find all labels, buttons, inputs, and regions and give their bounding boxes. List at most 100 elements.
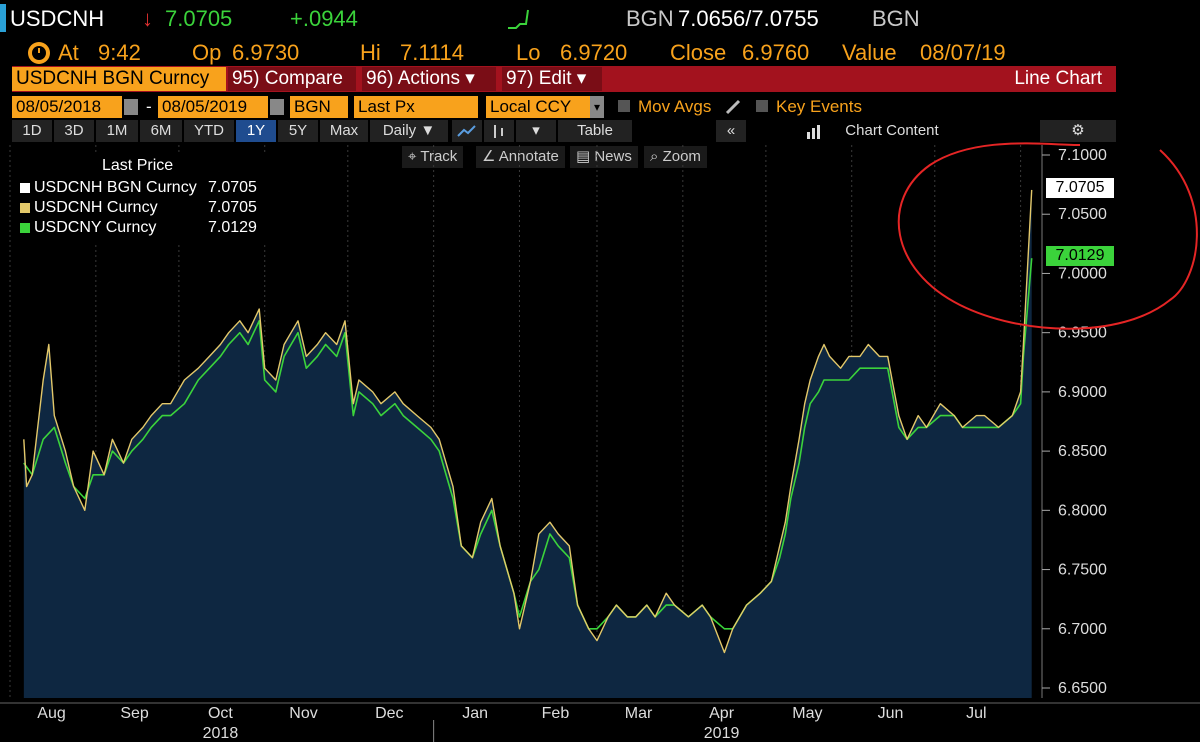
chart-type-label: Line Chart <box>1014 68 1102 89</box>
source-label-2: BGN <box>872 6 920 31</box>
price-change: +.0944 <box>290 6 358 31</box>
x-tick-label: Dec <box>375 705 403 722</box>
chart-content-icon <box>807 125 820 139</box>
start-date-input[interactable]: 08/05/2018 <box>12 96 122 118</box>
last-price: 7.0705 <box>165 6 233 31</box>
news-tool[interactable]: ▤ News <box>570 146 638 168</box>
currency-select[interactable]: Local CCY <box>486 96 590 118</box>
legend-title: Last Price <box>102 157 174 174</box>
annotate-icon: ∠ <box>482 148 499 165</box>
y-tick-label: 6.7000 <box>1058 621 1107 638</box>
tab-ytd[interactable]: YTD <box>184 120 234 142</box>
edit-menu[interactable]: 97) Edit ▾ <box>502 67 602 91</box>
tab-max[interactable]: Max <box>320 120 368 142</box>
tab-1y[interactable]: 1Y <box>236 120 276 142</box>
actions-menu[interactable]: 96) Actions ▾ <box>362 67 496 91</box>
calendar-icon[interactable] <box>124 99 138 115</box>
x-tick-label: Aug <box>37 705 65 722</box>
y-tick-label: 6.9000 <box>1058 384 1107 401</box>
open-label: Op <box>192 40 222 65</box>
time: 9:42 <box>98 40 141 65</box>
y-tick-label: 7.1000 <box>1058 147 1107 164</box>
end-date-input[interactable]: 08/05/2019 <box>158 96 268 118</box>
legend-swatch <box>20 202 30 213</box>
table-button[interactable]: Table <box>558 120 632 142</box>
legend-swatch <box>20 222 30 233</box>
legend-item[interactable]: USDCNH BGN Curncy <box>20 178 197 198</box>
track-tool[interactable]: ⌖ Track <box>402 146 464 168</box>
calendar-icon[interactable] <box>270 99 284 115</box>
close-label: Close <box>670 40 727 65</box>
high-value: 7.1114 <box>400 40 465 65</box>
x-tick-label: Nov <box>289 705 317 722</box>
price-chart[interactable]: 7.10007.05007.00006.95006.90006.85006.80… <box>0 140 1200 742</box>
x-tick-label: Jul <box>966 705 986 722</box>
source-input[interactable]: BGN <box>290 96 348 118</box>
y-tick-label: 7.0000 <box>1058 265 1107 282</box>
close-value: 6.9760 <box>742 40 810 65</box>
x-tick-label: May <box>792 705 822 722</box>
legend-value: 7.0129 <box>208 219 257 236</box>
ticker[interactable]: USDCNH <box>10 6 105 31</box>
bar-chart-icon[interactable] <box>484 120 514 142</box>
date-dash: - <box>146 97 152 116</box>
compare-button[interactable]: 95) Compare <box>228 67 356 91</box>
price-area <box>23 189 1032 698</box>
sparkline-icon <box>508 9 529 29</box>
pencil-icon[interactable] <box>724 98 742 116</box>
x-tick-label: Mar <box>625 705 653 722</box>
chart-content-button[interactable]: Chart Content <box>845 122 939 139</box>
value-date: 08/07/19 <box>920 40 1006 65</box>
x-tick-label: Jan <box>462 705 488 722</box>
x-tick-label: Sep <box>120 705 149 722</box>
mov-avgs-label: Mov Avgs <box>638 97 712 116</box>
search-icon: ⌕ <box>650 148 663 165</box>
zoom-tool[interactable]: ⌕ Zoom <box>644 146 707 168</box>
tab-5y[interactable]: 5Y <box>278 120 318 142</box>
period-select[interactable]: Daily ▼ <box>370 120 448 142</box>
tab-1d[interactable]: 1D <box>12 120 52 142</box>
clock-icon <box>28 42 50 64</box>
low-value: 6.9720 <box>560 40 628 65</box>
key-events-label: Key Events <box>776 97 862 116</box>
legend-item[interactable]: USDCNY Curncy <box>20 218 156 238</box>
mov-avgs-checkbox[interactable] <box>618 100 630 112</box>
chart-style-menu[interactable]: ▾ <box>516 120 556 142</box>
quote-stats: At 9:42 Op 6.9730 Hi 7.1114 Lo 6.9720 Cl… <box>0 36 1200 68</box>
open-value: 6.9730 <box>232 40 300 65</box>
legend-swatch <box>20 182 30 193</box>
annotate-tool[interactable]: ∠ Annotate <box>476 146 565 168</box>
x-year-label: 2018 <box>203 725 239 742</box>
y-tick-label: 6.7500 <box>1058 562 1107 579</box>
chevron-down-icon[interactable]: ▾ <box>590 96 604 118</box>
source-label: BGN <box>626 6 674 31</box>
down-arrow-icon: ↓ <box>142 6 153 31</box>
chart-legend: Last Price USDCNH BGN Curncy 7.0705 USDC… <box>12 152 270 244</box>
series-line-usdcnh <box>23 189 1033 654</box>
x-tick-label: Oct <box>208 705 233 722</box>
x-year-label: 2019 <box>704 725 740 742</box>
tab-3d[interactable]: 3D <box>54 120 94 142</box>
x-tick-label: Apr <box>709 705 735 722</box>
y-tick-label: 6.8500 <box>1058 443 1107 460</box>
legend-item[interactable]: USDCNH Curncy <box>20 198 158 218</box>
quote-header: USDCNH ↓ 7.0705 +.0944 BGN 7.0656/7.0755… <box>0 0 1200 36</box>
tab-6m[interactable]: 6M <box>140 120 182 142</box>
x-tick-label: Jun <box>878 705 904 722</box>
y-tick-label: 7.0500 <box>1058 206 1107 223</box>
key-events-checkbox[interactable] <box>756 100 768 112</box>
gear-icon[interactable]: ⚙ <box>1040 120 1116 142</box>
bid-ask: 7.0656/7.0755 <box>678 6 819 31</box>
tab-1m[interactable]: 1M <box>96 120 138 142</box>
legend-value: 7.0705 <box>208 179 257 196</box>
collapse-icon[interactable]: « <box>716 120 746 142</box>
security-field[interactable]: USDCNH BGN Curncy <box>12 67 226 91</box>
x-tick-label: Feb <box>542 705 570 722</box>
ticker-marker <box>0 4 6 32</box>
line-chart-icon[interactable] <box>452 120 482 142</box>
at-label: At <box>58 40 79 65</box>
news-icon: ▤ <box>576 148 595 165</box>
y-tick-label: 6.6500 <box>1058 680 1107 697</box>
field-input[interactable]: Last Px <box>354 96 478 118</box>
low-label: Lo <box>516 40 541 65</box>
